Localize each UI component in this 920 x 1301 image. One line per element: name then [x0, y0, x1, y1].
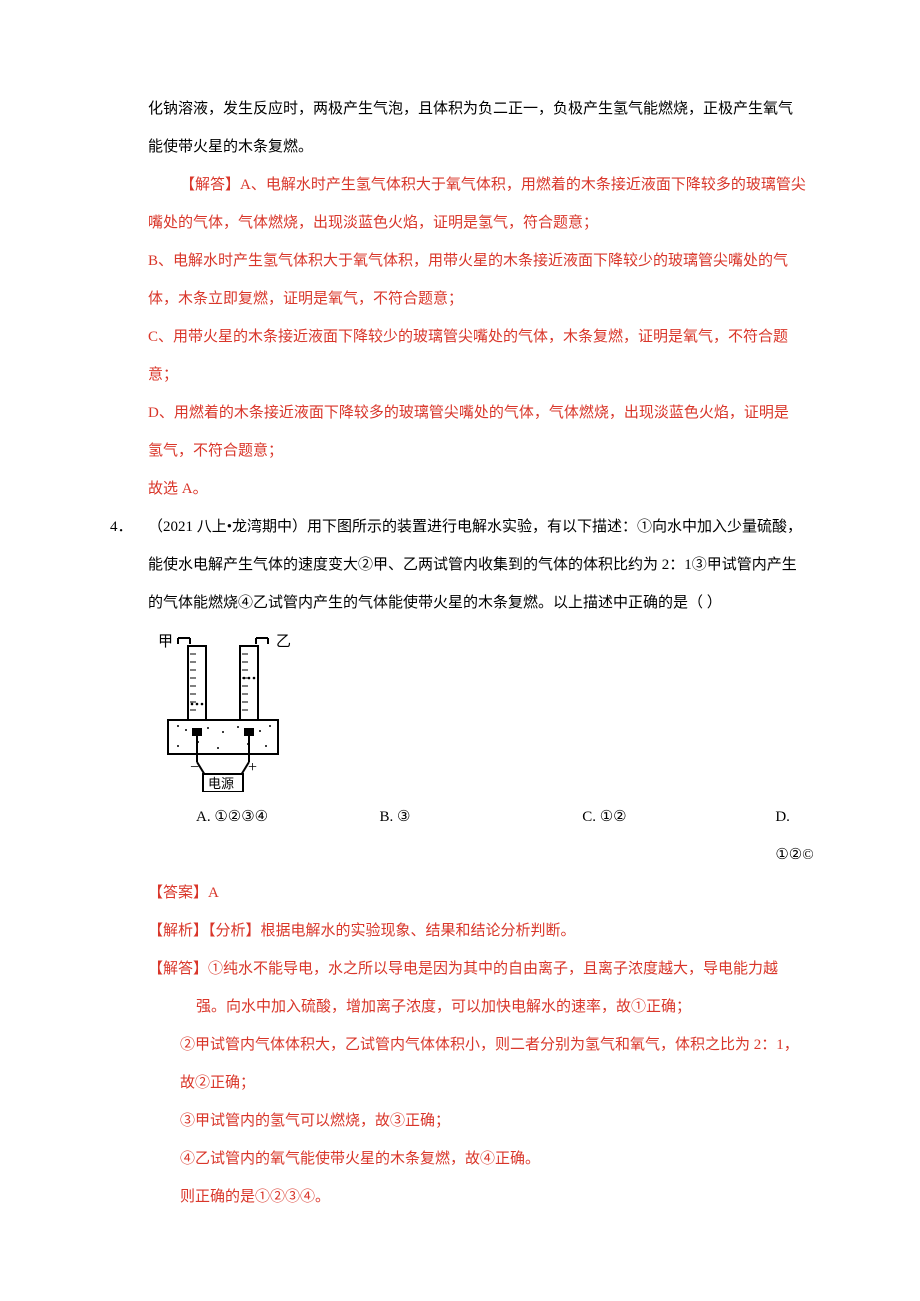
prev-pick: 故选 A。 [90, 470, 830, 508]
q4-body: （2021 八上•龙湾期中）用下图所示的装置进行电解水实验，有以下描述：①向水中… [148, 508, 830, 546]
answer-value: A [208, 885, 219, 901]
q4-line2: 能使水电解产生气体的速度变大②甲、乙两试管内收集到的气体的体积比约为 2：1③甲… [90, 546, 830, 584]
q4-options: A. ①②③④ B. ③ C. ①② D. ①②© [90, 798, 830, 874]
prev-B-2: 体，木条立即复燃，证明是氧气，不符合题意； [90, 280, 830, 318]
prev-A-2: 嘴处的气体，气体燃烧，出现淡蓝色火焰，证明是氢气，符合题意； [90, 204, 830, 242]
prev-cont-1: 化钠溶液，发生反应时，两极产生气泡，且体积为负二正一，负极产生氢气能燃烧，正极产… [90, 90, 830, 128]
sol-4: ④乙试管内的氧气能使带火星的木条复燃，故④正确。 [90, 1140, 830, 1178]
electrolysis-diagram: 甲 乙 [148, 632, 298, 792]
option-B: B. ③ [379, 798, 582, 874]
sol-3: ③甲试管内的氢气可以燃烧，故③正确； [90, 1102, 830, 1140]
solve-label: 【解答】 [180, 177, 240, 193]
sol-1b: 强。向水中加入硫酸，增加离子浓度，可以加快电解水的速率，故①正确； [90, 988, 830, 1026]
prev-B-1: B、电解水时产生氢气体积大于氧气体积，用带火星的木条接近液面下降较少的玻璃管尖嘴… [90, 242, 830, 280]
sol-1a: ①纯水不能导电，水之所以导电是因为其中的自由离子，且离子浓度越大，导电能力越 [208, 961, 778, 977]
prev-C-2: 意； [90, 356, 830, 394]
q4-line3: 的气体能燃烧④乙试管内产生的气体能使带火星的木条复燃。以上描述中正确的是（ ） [90, 584, 830, 622]
q4-answer: 【答案】A [90, 874, 830, 912]
sol-2b: 故②正确； [90, 1064, 830, 1102]
prev-D-2: 氢气，不符合题意； [90, 432, 830, 470]
q4-solve: 【解答】①纯水不能导电，水之所以导电是因为其中的自由离子，且离子浓度越大，导电能… [90, 950, 830, 988]
q4-line1: （2021 八上•龙湾期中）用下图所示的装置进行电解水实验，有以下描述：①向水中… [148, 508, 830, 546]
prev-C-1: C、用带火星的木条接近液面下降较少的玻璃管尖嘴处的气体，木条复燃，证明是氧气，不… [90, 318, 830, 356]
diagram-label-left: 甲 [158, 634, 173, 650]
question-4: 4． （2021 八上•龙湾期中）用下图所示的装置进行电解水实验，有以下描述：①… [90, 508, 830, 546]
prev-answer-block: 【解答】A、电解水时产生氢气体积大于氧气体积，用燃着的木条接近液面下降较多的玻璃… [90, 166, 830, 204]
analysis-label: 【解析】【分析】 [148, 923, 261, 939]
power-box-label: 电源 [208, 776, 234, 791]
terminal-left: − [190, 759, 199, 776]
answer-label: 【答案】 [148, 885, 208, 901]
prev-D-1: D、用燃着的木条接近液面下降较多的玻璃管尖嘴处的气体，气体燃烧，出现淡蓝色火焰，… [90, 394, 830, 432]
prev-A-1: A、电解水时产生氢气体积大于氧气体积，用燃着的木条接近液面下降较多的玻璃管尖 [240, 177, 806, 193]
option-C: C. ①② [582, 798, 775, 874]
analysis-text: 根据电解水的实验现象、结果和结论分析判断。 [261, 923, 576, 939]
prev-cont-2: 能使带火星的木条复燃。 [90, 128, 830, 166]
option-A: A. ①②③④ [196, 798, 379, 874]
sol-final: 则正确的是①②③④。 [90, 1178, 830, 1216]
terminal-right: + [248, 759, 257, 776]
q4-number: 4． [90, 508, 148, 546]
solve-label-2: 【解答】 [148, 961, 208, 977]
page: 化钠溶液，发生反应时，两极产生气泡，且体积为负二正一，负极产生氢气能燃烧，正极产… [0, 0, 920, 1266]
q4-analysis: 【解析】【分析】根据电解水的实验现象、结果和结论分析判断。 [90, 912, 830, 950]
sol-2a: ②甲试管内气体体积大，乙试管内气体体积小，则二者分别为氢气和氧气，体积之比为 2… [90, 1026, 830, 1064]
diagram-label-right: 乙 [276, 634, 291, 650]
option-D: D. ①②© [775, 798, 830, 874]
